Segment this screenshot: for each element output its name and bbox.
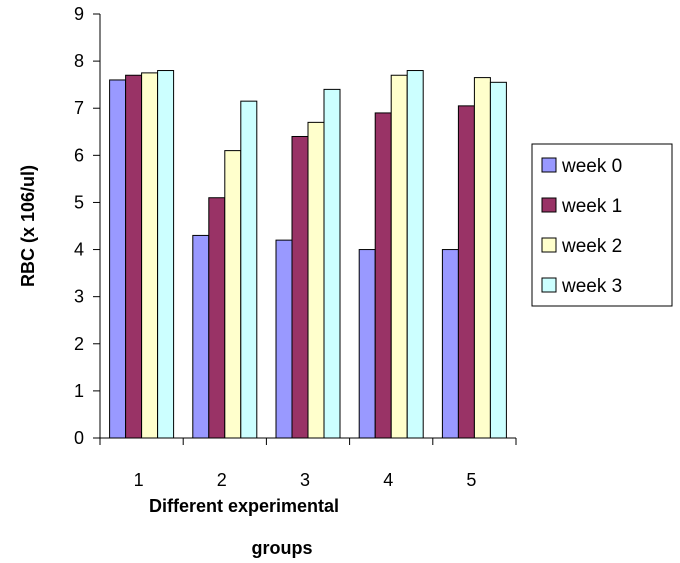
bar-week-3-group-1: [157, 70, 175, 439]
legend-swatch: [541, 277, 557, 293]
bar-week-2-group-2: [224, 150, 242, 439]
y-tick-label: 3: [74, 287, 84, 307]
y-tick-label: 9: [74, 4, 84, 24]
legend-label: week 2: [561, 236, 622, 257]
x-tick-label: 3: [300, 470, 310, 490]
y-tick-label: 0: [74, 428, 84, 448]
y-tick-label: 6: [74, 145, 84, 165]
x-axis-title-line1: Different experimental: [149, 496, 339, 516]
y-tick-label: 5: [74, 192, 84, 212]
y-tick-label: 4: [74, 240, 84, 260]
bar-week-2-group-1: [141, 72, 159, 439]
bar-week-0-group-5: [441, 249, 459, 439]
x-ticks: 1 2 3 4 5: [99, 438, 517, 490]
x-axis-title-line2: groups: [252, 538, 313, 558]
x-tick-label: 2: [217, 470, 227, 490]
bar-week-2-group-5: [473, 77, 491, 439]
x-tick-label: 5: [466, 470, 476, 490]
legend: week 0 week 1 week 2 week 3: [531, 143, 673, 307]
y-tick-label: 1: [74, 381, 84, 401]
bar-week-2-group-3: [307, 121, 325, 439]
legend-swatch: [541, 237, 557, 253]
bar-week-1-group-4: [374, 112, 392, 439]
legend-label: week 3: [561, 276, 622, 297]
bar-week-3-group-4: [406, 70, 424, 439]
bar-week-3-group-3: [323, 88, 341, 439]
bar-week-0-group-3: [275, 239, 293, 439]
y-tick-label: 7: [74, 98, 84, 118]
legend-swatch: [541, 197, 557, 213]
y-tick-label: 2: [74, 334, 84, 354]
legend-swatch: [541, 157, 557, 173]
legend-label: week 0: [561, 156, 622, 177]
bar-week-1-group-2: [208, 197, 226, 439]
bar-week-1-group-3: [291, 135, 309, 439]
x-tick-label: 1: [134, 470, 144, 490]
bar-week-0-group-2: [192, 234, 210, 439]
bar-week-3-group-5: [489, 81, 507, 439]
bar-week-2-group-4: [390, 74, 408, 439]
bar-week-0-group-1: [109, 79, 127, 439]
y-ticks: 0 1 2 3 4 5 6 7 8 9: [74, 4, 100, 448]
x-tick-label: 4: [383, 470, 393, 490]
bar-week-3-group-2: [240, 100, 258, 439]
y-tick-label: 8: [74, 51, 84, 71]
bar-week-1-group-5: [457, 105, 475, 439]
bars-group: [109, 70, 507, 439]
bar-week-0-group-4: [358, 249, 376, 439]
y-axis-title: RBC (x 106/ul): [18, 165, 38, 287]
legend-label: week 1: [561, 196, 622, 217]
bar-week-1-group-1: [125, 74, 143, 439]
